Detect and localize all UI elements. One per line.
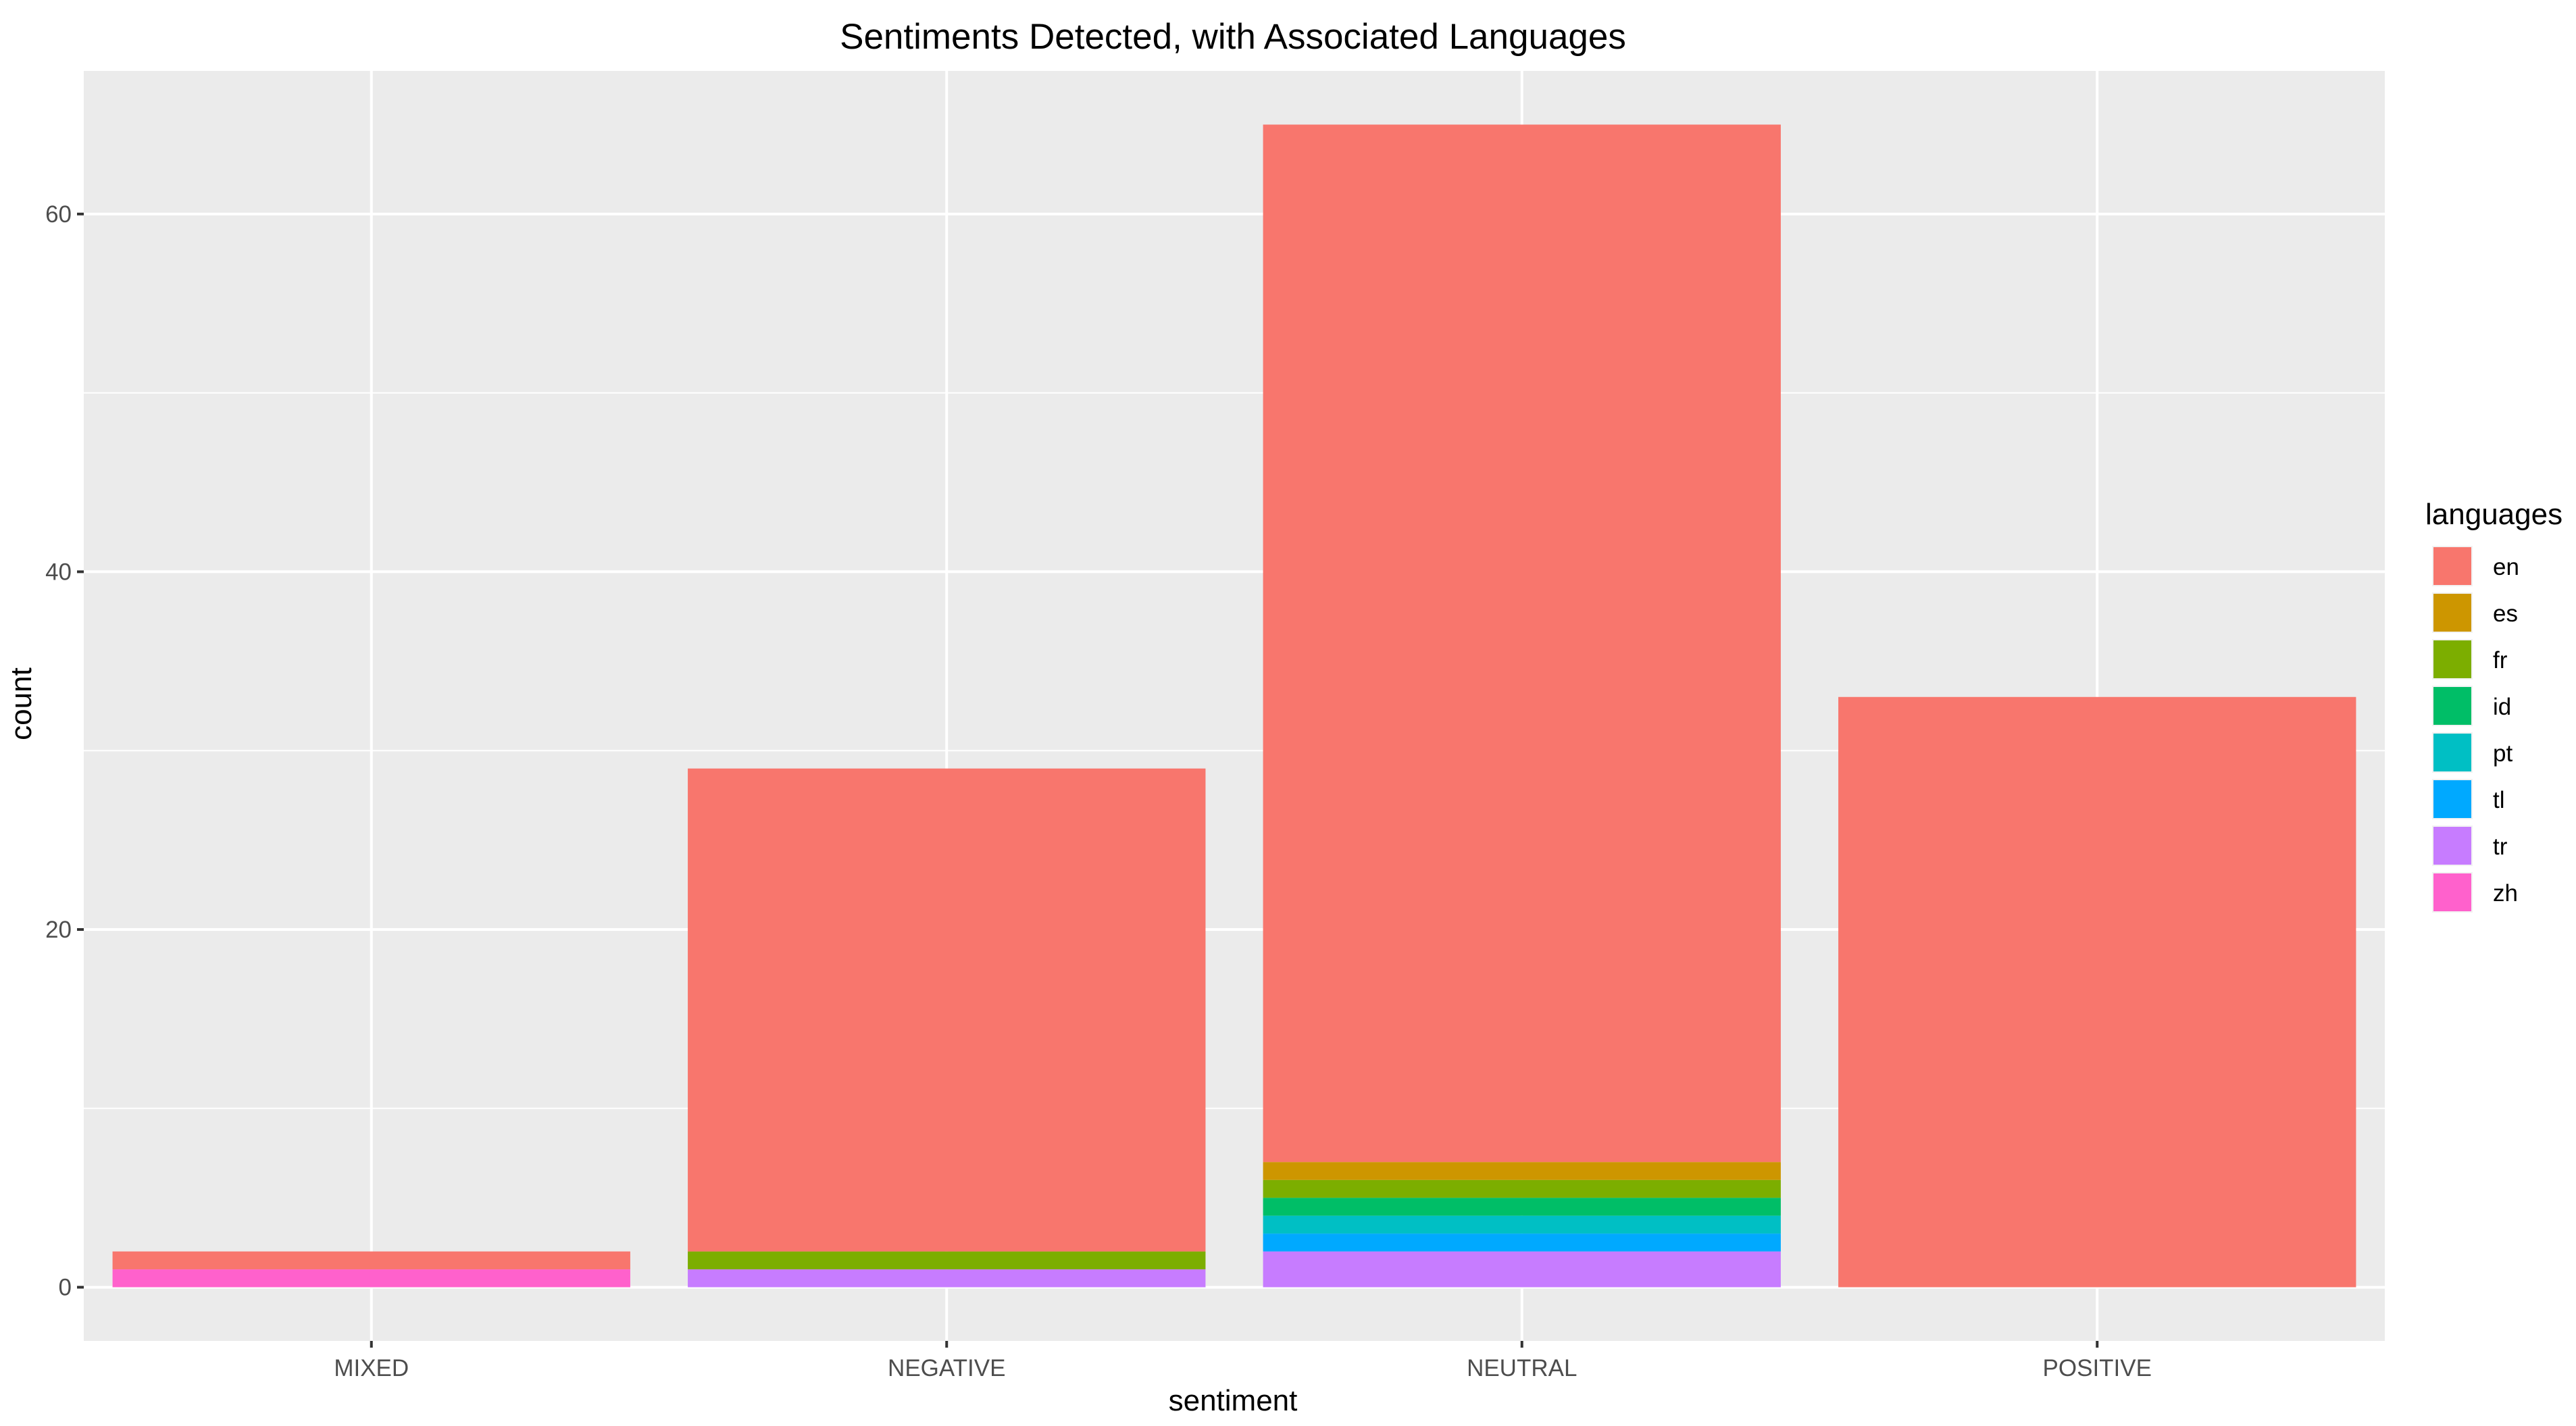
y-tick-label: 40 [45,559,72,585]
x-tick-label: NEGATIVE [888,1355,1005,1381]
bar-segment-negative-fr [688,1251,1206,1270]
bar-segment-negative-tr [688,1269,1206,1288]
legend-label-es: es [2493,601,2518,627]
bar-segment-neutral-fr [1263,1179,1781,1198]
bar-segment-neutral-es [1263,1162,1781,1180]
legend-label-tl: tl [2493,787,2505,813]
y-tick-label: 60 [45,201,72,228]
y-tick-label: 0 [59,1275,72,1301]
legend: languages en es fr id pt tl tr zh [2425,498,2562,913]
legend-label-tr: tr [2493,834,2508,860]
bar-segment-negative-en [688,768,1206,1252]
legend-label-en: en [2493,554,2519,580]
bar-segment-positive-en [1838,696,2356,1288]
chart-title: Sentiments Detected, with Associated Lan… [840,17,1626,57]
bar-segment-neutral-id [1263,1198,1781,1216]
bar-segment-neutral-tl [1263,1233,1781,1252]
legend-label-fr: fr [2493,647,2508,673]
plot-panel [84,71,2385,1341]
legend-key-es [2433,594,2471,632]
legend-key-en [2433,547,2471,585]
bar-segment-mixed-en [112,1251,630,1270]
legend-key-tl [2433,780,2471,818]
bar-segment-neutral-pt [1263,1215,1781,1234]
legend-key-id [2433,687,2471,725]
legend-label-zh: zh [2493,880,2518,907]
bar-segment-neutral-en [1263,124,1781,1163]
legend-key-tr [2433,827,2471,865]
legend-key-fr [2433,640,2471,678]
legend-title: languages [2425,498,2562,531]
legend-label-pt: pt [2493,740,2512,767]
bar-segment-mixed-zh [112,1269,630,1288]
x-tick-label: MIXED [334,1355,409,1381]
x-tick-label: NEUTRAL [1467,1355,1577,1381]
x-axis-title: sentiment [1169,1384,1298,1417]
legend-label-id: id [2493,694,2511,720]
legend-key-pt [2433,734,2471,771]
y-axis-title: count [5,667,38,740]
x-tick-label: POSITIVE [2043,1355,2152,1381]
y-tick-label: 20 [45,917,72,943]
bar-segment-neutral-tr [1263,1251,1781,1288]
legend-key-zh [2433,873,2471,911]
